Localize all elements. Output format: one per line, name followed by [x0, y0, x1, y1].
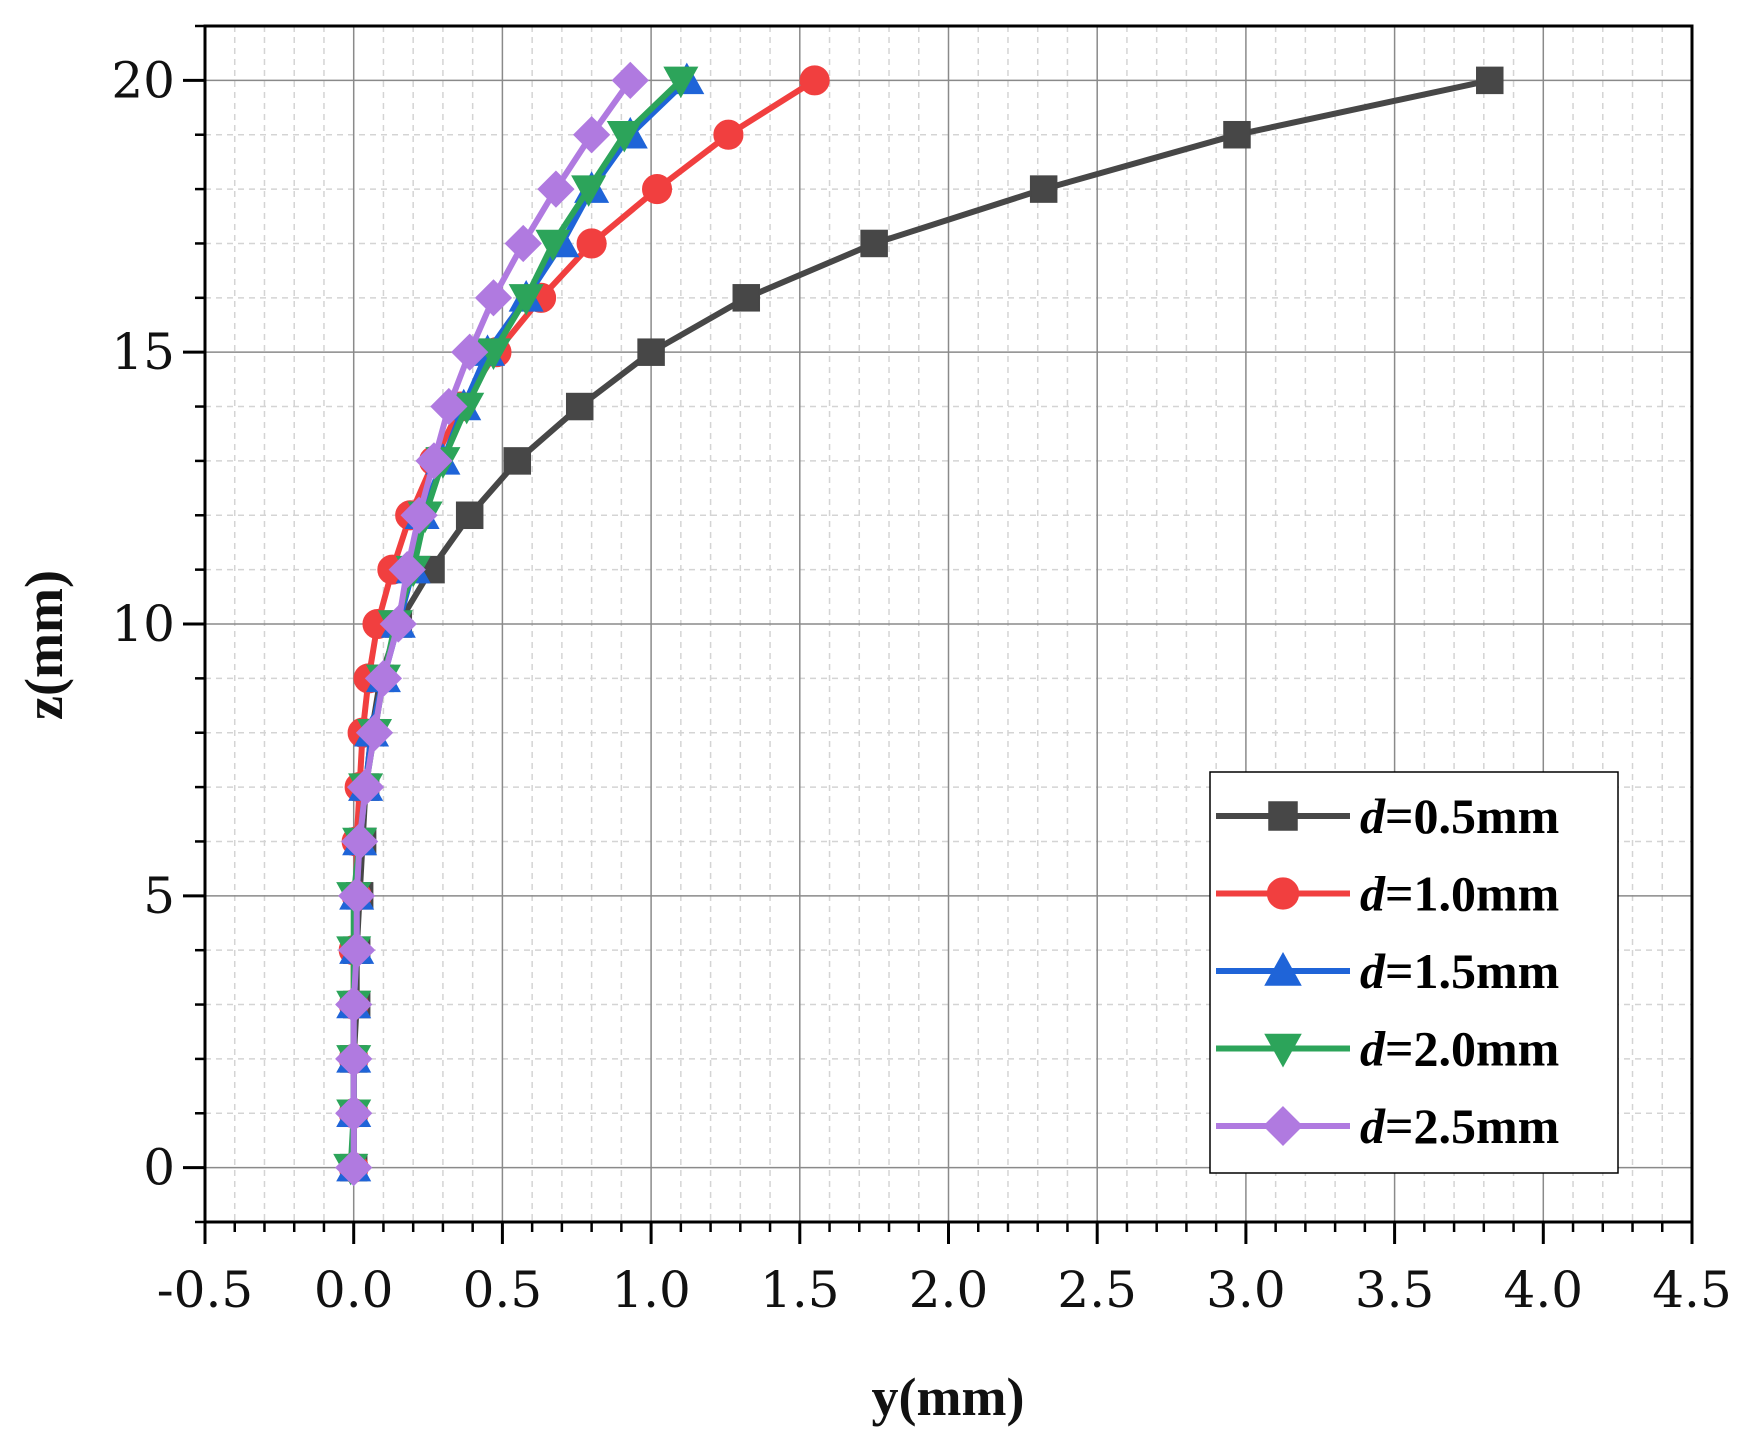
legend-item-d-2-5mm: d=2.5mm [1216, 1098, 1559, 1154]
x-tick-label: 3.0 [1206, 1261, 1286, 1319]
data-point-d-2-5mm [338, 877, 376, 915]
y-tick-label: 15 [111, 323, 175, 381]
legend-label-italic: d [1360, 1021, 1386, 1077]
legend-label-rest: =1.0mm [1385, 866, 1559, 922]
legend-label-italic: d [1360, 1098, 1386, 1154]
data-point-d-2-5mm [335, 985, 373, 1024]
series-layer [333, 61, 1504, 1187]
data-point-d-2-5mm [364, 659, 403, 697]
x-tick-label: 1.0 [611, 1261, 691, 1319]
data-point-d-2-5mm [335, 1149, 373, 1187]
legend-label-rest: =1.5mm [1385, 943, 1559, 999]
x-tick-label: 4.5 [1652, 1261, 1732, 1319]
x-tick-label: 1.5 [760, 1261, 840, 1319]
data-point-d-0-5mm [1476, 66, 1504, 95]
legend-item-d-1-0mm: d=1.0mm [1216, 866, 1559, 922]
data-point-d-0-5mm [455, 501, 484, 530]
data-point-d-2-5mm [415, 442, 453, 480]
data-point-d-0-5mm [637, 338, 665, 366]
data-point-d-2-5mm [400, 496, 438, 534]
data-point-d-2-0mm [606, 120, 642, 153]
legend-label-italic: d [1360, 866, 1386, 922]
x-tick-labels: -0.5 0.0 0.5 1.0 1.5 2.0 2.5 3.0 3.5 4.0 4.5 [157, 1261, 1732, 1319]
legend-label-rest: =2.5mm [1385, 1098, 1559, 1154]
y-tick-label: 10 [111, 595, 175, 653]
data-point-d-0-5mm [503, 447, 532, 475]
data-point-d-1-0mm [713, 119, 744, 150]
y-tick-label: 0 [143, 1139, 175, 1197]
data-point-d-2-0mm [571, 175, 607, 207]
x-tick-label: 3.5 [1355, 1261, 1435, 1319]
x-tick-label: 2.5 [1057, 1261, 1137, 1319]
legend-swatch-marker [1263, 1106, 1303, 1146]
data-point-d-0-5mm [565, 392, 594, 421]
data-point-d-2-5mm [430, 387, 468, 426]
y-tick-label: 5 [143, 867, 175, 925]
data-point-d-2-5mm [341, 822, 379, 861]
data-point-d-2-5mm [346, 768, 385, 806]
data-point-d-1-0mm [641, 174, 673, 205]
legend-item-d-2-0mm: d=2.0mm [1216, 1021, 1559, 1077]
data-point-d-0-5mm [732, 284, 761, 312]
y-axis-title: z(mm) [14, 570, 74, 720]
data-point-d-0-5mm [860, 229, 888, 258]
data-point-d-2-5mm [335, 1040, 373, 1078]
data-point-d-2-5mm [379, 605, 417, 643]
major-gridlines [205, 26, 1692, 1222]
data-point-d-2-5mm [474, 279, 513, 317]
data-point-d-2-5mm [537, 170, 575, 208]
data-point-d-2-5mm [388, 551, 426, 589]
legend-item-d-1-5mm: d=1.5mm [1216, 943, 1559, 999]
data-point-d-2-5mm [611, 61, 649, 99]
x-tick-label: 2.0 [909, 1261, 989, 1319]
y-tick-labels: 0 5 10 15 20 [111, 51, 175, 1196]
data-point-d-2-5mm [504, 224, 542, 263]
legend-item-d-0-5mm: d=0.5mm [1216, 788, 1559, 844]
x-tick-label: 0.0 [314, 1261, 394, 1319]
data-point-d-1-0mm [576, 228, 607, 259]
legend-label: d=1.5mm [1360, 943, 1559, 999]
data-point-d-2-5mm [451, 333, 489, 371]
y-tick-label: 20 [111, 51, 175, 109]
data-point-d-2-5mm [573, 116, 611, 154]
series-d-2-5mm [335, 61, 649, 1187]
data-point-d-0-5mm [1223, 120, 1251, 149]
legend-label: d=2.0mm [1360, 1021, 1559, 1077]
legend-swatch-marker [1268, 801, 1298, 831]
legend-label: d=0.5mm [1360, 788, 1559, 844]
data-point-d-2-0mm [535, 229, 571, 262]
x-tick-label: -0.5 [157, 1261, 253, 1319]
data-point-d-2-5mm [338, 931, 376, 969]
data-point-d-1-0mm [799, 65, 830, 96]
legend-swatch-marker [1264, 1033, 1302, 1068]
legend-swatch-marker [1264, 951, 1302, 986]
legend-label: d=2.5mm [1360, 1098, 1559, 1154]
x-tick-label: 0.5 [463, 1261, 543, 1319]
x-tick-label: 4.0 [1504, 1261, 1584, 1319]
axis-ticks [183, 24, 1694, 1244]
legend-label: d=1.0mm [1360, 866, 1559, 922]
data-point-d-2-0mm [663, 66, 699, 99]
legend-label-rest: =0.5mm [1385, 788, 1559, 844]
data-point-d-2-5mm [335, 1094, 373, 1132]
data-point-d-0-5mm [1029, 175, 1058, 203]
legend-label-rest: =2.0mm [1385, 1021, 1559, 1077]
data-point-d-2-0mm [508, 284, 544, 316]
legend-label-italic: d [1360, 788, 1386, 844]
legend-label-italic: d [1360, 943, 1386, 999]
data-point-d-2-5mm [355, 714, 394, 752]
legend-swatch-marker [1266, 877, 1300, 910]
x-axis-title: y(mm) [872, 1367, 1025, 1427]
